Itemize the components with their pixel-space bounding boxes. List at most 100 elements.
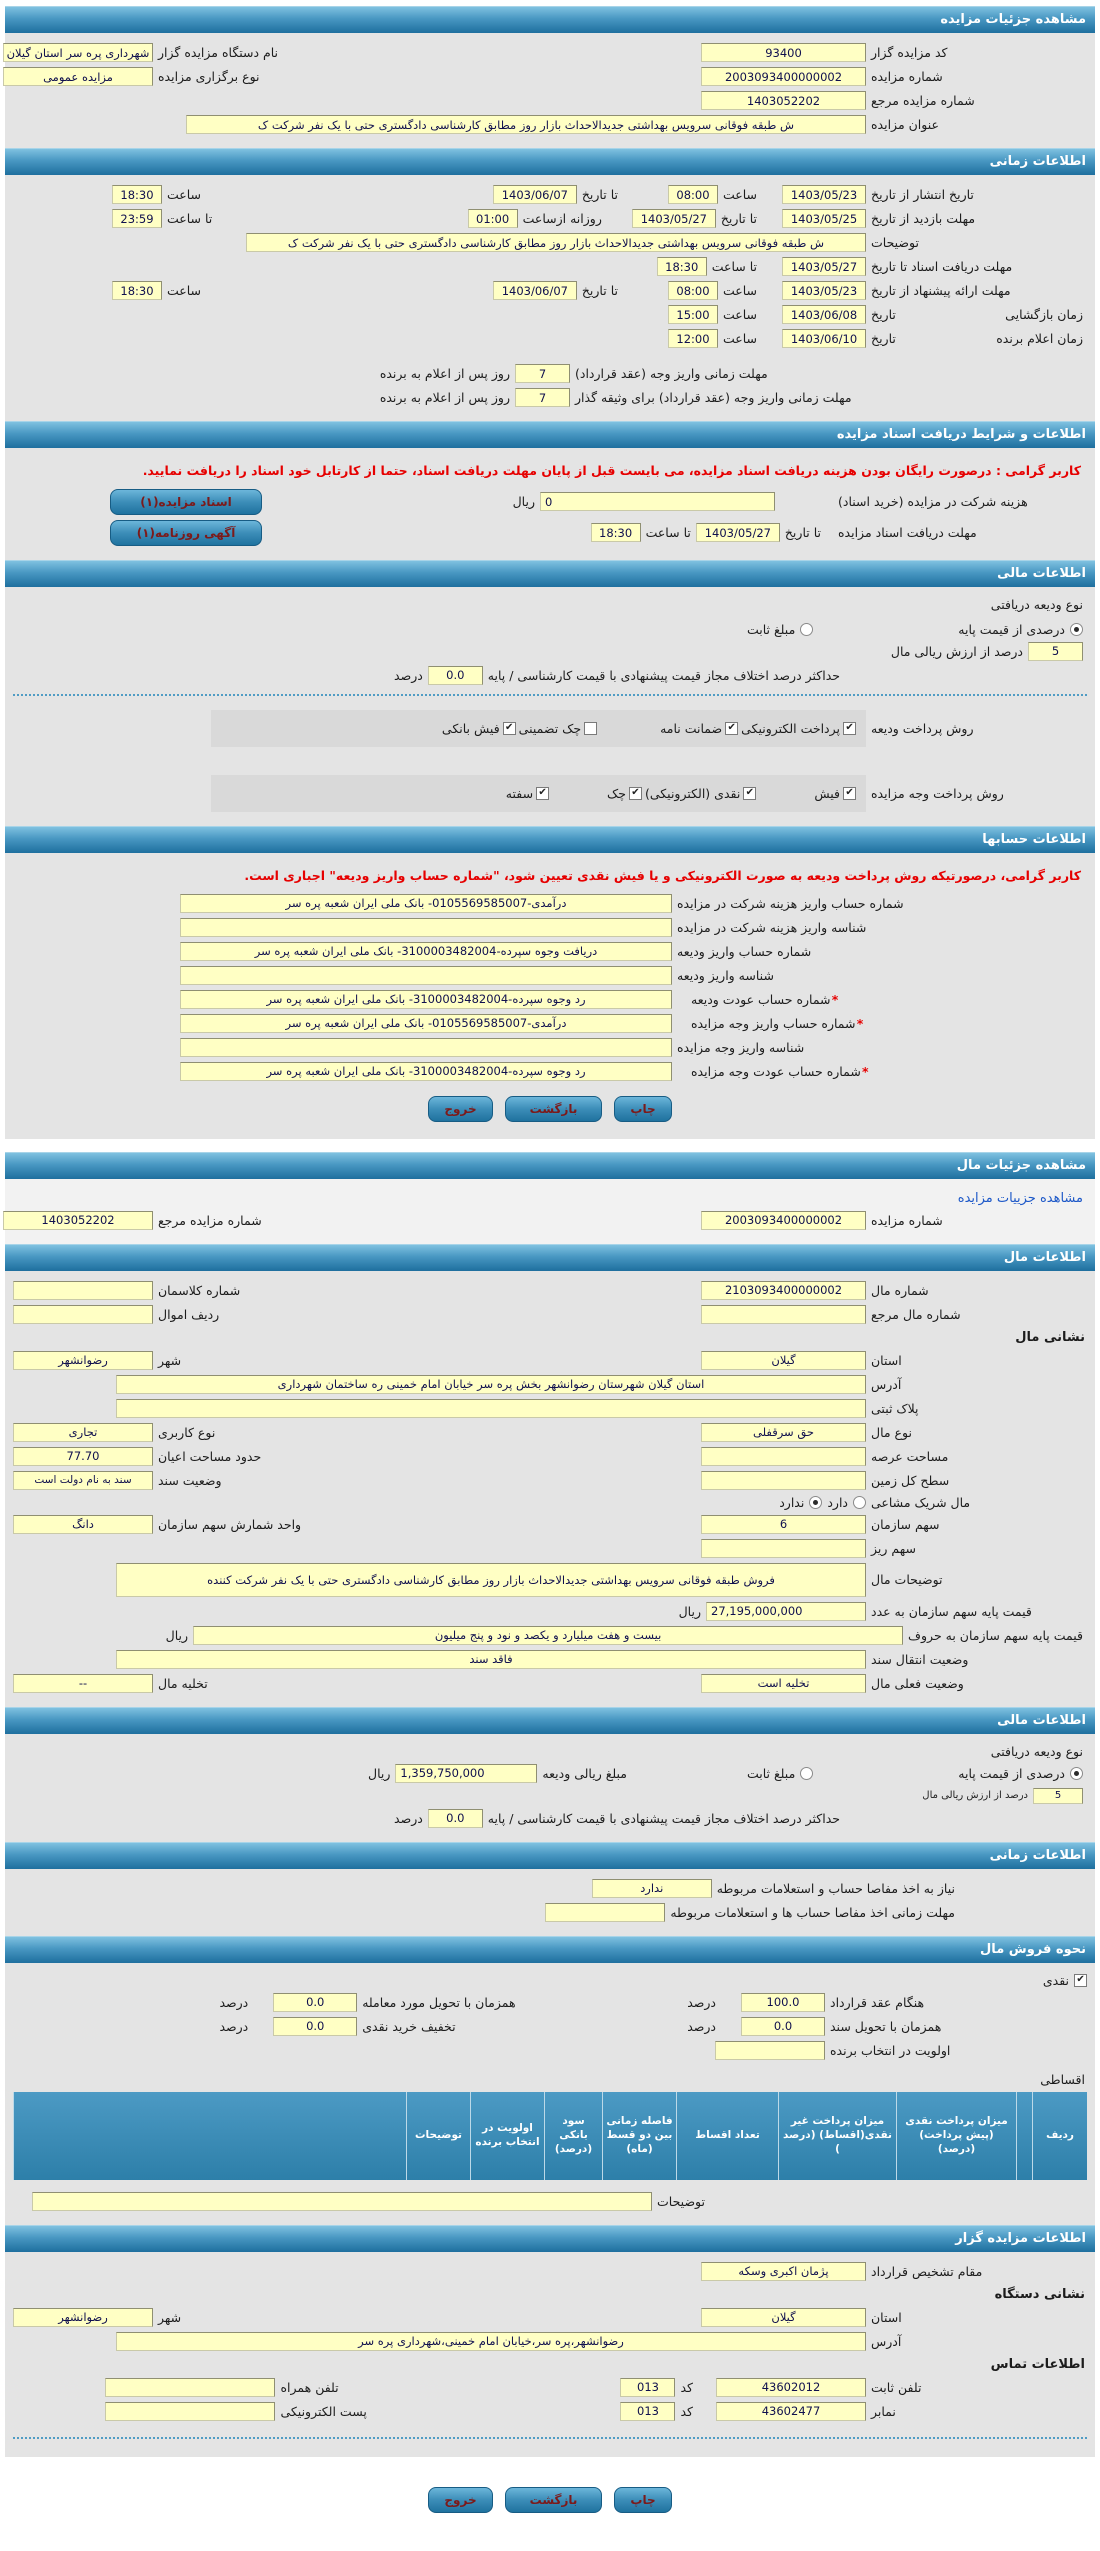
- auction-title-input[interactable]: ش طبقه فوقانی سرویس بهداشتی جدیدالاحداث …: [186, 115, 866, 134]
- account-input[interactable]: درآمدی-0105569585007- بانک ملی ایران شعب…: [180, 893, 672, 913]
- view-auction-details-link[interactable]: مشاهده جزییات مزایده: [957, 1190, 1083, 1206]
- checkbox-cash[interactable]: ✔: [1074, 1973, 1087, 1987]
- exit-button[interactable]: خروج: [428, 2486, 493, 2513]
- province-input[interactable]: گیلان: [701, 2307, 866, 2327]
- offer-from-time-input[interactable]: 08:00: [667, 281, 718, 300]
- deposit-deadline2-input[interactable]: 7: [515, 388, 570, 407]
- share-unit-input[interactable]: دانگ: [13, 1514, 153, 1534]
- address-input[interactable]: استان گیلان شهرستان رضوانشهر بخش پره سر …: [116, 1374, 866, 1394]
- classification-input[interactable]: [13, 1280, 153, 1300]
- offer-to-time-input[interactable]: 18:30: [112, 281, 162, 300]
- account-input[interactable]: رد وجوه سپرده-3100003482004- بانک ملی ای…: [180, 989, 672, 1009]
- exit-button[interactable]: خروج: [428, 1095, 493, 1122]
- auction-ref-input[interactable]: 1403052202: [701, 91, 866, 110]
- sale-desc-input[interactable]: [32, 2191, 653, 2211]
- auction-number-input[interactable]: 2003093400000002: [701, 1210, 866, 1230]
- base-price-words-input[interactable]: بیست و هفت میلیارد و یکصد و نود و پنج می…: [193, 1625, 904, 1645]
- landline-input[interactable]: 43602012: [716, 2377, 866, 2397]
- max-diff-input[interactable]: 0.0: [427, 665, 483, 685]
- newspaper-ad-button[interactable]: آگهی روزنامه(۱): [110, 519, 262, 546]
- opening-date-input[interactable]: 1403/06/08: [782, 305, 866, 324]
- landline-code-input[interactable]: 013: [620, 2377, 676, 2397]
- bidder-code-input[interactable]: 93400: [701, 43, 866, 62]
- transfer-status-input[interactable]: فاقد سند: [116, 1649, 866, 1669]
- visit-to-time-input[interactable]: 23:59: [112, 209, 162, 228]
- winner-priority-input[interactable]: [715, 2040, 825, 2060]
- doc-deadline-time-input[interactable]: 18:30: [656, 257, 707, 276]
- radio-has-shared-owner[interactable]: [853, 1495, 866, 1509]
- print-button[interactable]: چاپ: [614, 2486, 672, 2513]
- publish-to-date-input[interactable]: 1403/06/07: [492, 185, 577, 204]
- asset-number-input[interactable]: 2103093400000002: [701, 1280, 866, 1300]
- asset-desc-input[interactable]: فروش طبقه فوقانی سرویس بهداشتی جدیدالاحد…: [116, 1562, 866, 1597]
- back-button[interactable]: بازگشت: [504, 1095, 603, 1122]
- auction-type-input[interactable]: مزایده عمومی: [3, 67, 153, 86]
- account-input[interactable]: درآمدی-0105569585007- بانک ملی ایران شعب…: [180, 1013, 672, 1033]
- contract-authority-input[interactable]: پژمان اکبری وسکه: [701, 2261, 866, 2281]
- print-button[interactable]: چاپ: [614, 1095, 672, 1122]
- publish-from-date-input[interactable]: 1403/05/23: [782, 185, 866, 204]
- doc-receive-date-input[interactable]: 1403/05/27: [695, 523, 780, 543]
- visit-to-date-input[interactable]: 1403/05/27: [631, 209, 716, 228]
- base-price-number-input[interactable]: 27,195,000,000: [706, 1601, 866, 1621]
- clearance-needed-input[interactable]: ندارد: [591, 1878, 712, 1898]
- at-deed-delivery-input[interactable]: 0.0: [741, 2016, 825, 2036]
- offer-to-date-input[interactable]: 1403/06/07: [492, 281, 577, 300]
- checkbox-bank-slip[interactable]: ✔: [502, 721, 516, 735]
- radio-no-shared-owner[interactable]: [809, 1495, 823, 1509]
- cash-discount-input[interactable]: 0.0: [273, 2016, 358, 2036]
- visit-from-date-input[interactable]: 1403/05/25: [782, 209, 866, 228]
- checkbox-electronic-payment[interactable]: ✔: [843, 721, 856, 735]
- fax-input[interactable]: 43602477: [716, 2401, 866, 2421]
- timing-desc-input[interactable]: ش طبقه فوقانی سرویس بهداشتی جدیدالاحداث …: [246, 233, 866, 252]
- percent-value-input[interactable]: 5: [1028, 641, 1083, 661]
- city-input[interactable]: رضوانشهر: [13, 2307, 153, 2327]
- asset-ref-input[interactable]: [701, 1304, 866, 1324]
- org-share-input[interactable]: 6: [701, 1514, 866, 1534]
- checkbox-slip[interactable]: ✔: [843, 786, 856, 800]
- email-input[interactable]: [105, 2401, 276, 2421]
- city-input[interactable]: رضوانشهر: [13, 1350, 153, 1370]
- winner-date-input[interactable]: 1403/06/10: [782, 329, 866, 348]
- account-input[interactable]: [180, 917, 672, 937]
- deposit-deadline1-input[interactable]: 7: [515, 364, 570, 383]
- publish-from-time-input[interactable]: 08:00: [667, 185, 718, 204]
- clearance-deadline-input[interactable]: [545, 1902, 666, 1922]
- max-diff-input[interactable]: 0.0: [427, 1808, 483, 1828]
- registration-plate-input[interactable]: [116, 1398, 866, 1418]
- account-input[interactable]: دریافت وجوه سپرده-3100003482004- بانک مل…: [180, 941, 672, 961]
- auction-ref-input[interactable]: 1403052202: [3, 1210, 153, 1230]
- checkbox-cheque[interactable]: ✔: [628, 786, 642, 800]
- checkbox-cash-electronic[interactable]: ✔: [743, 786, 757, 800]
- usage-type-input[interactable]: تجاری: [13, 1422, 153, 1442]
- auction-documents-button[interactable]: اسناد مزایده(۱): [110, 488, 262, 515]
- checkbox-guarantee-letter[interactable]: ✔: [725, 721, 739, 735]
- radio-percent-of-base[interactable]: [1070, 1766, 1083, 1780]
- visit-daily-from-time-input[interactable]: 01:00: [467, 209, 518, 228]
- account-input[interactable]: [180, 1037, 672, 1057]
- building-area-input[interactable]: 77.70: [13, 1446, 153, 1466]
- opening-time-input[interactable]: 15:00: [667, 305, 718, 324]
- land-area-input[interactable]: [701, 1446, 866, 1466]
- auction-number-input[interactable]: 2003093400000002: [701, 67, 866, 86]
- back-button[interactable]: بازگشت: [504, 2486, 603, 2513]
- org-name-input[interactable]: شهرداری پره سر استان گیلان: [3, 43, 153, 62]
- winner-time-input[interactable]: 12:00: [667, 329, 718, 348]
- mobile-input[interactable]: [105, 2377, 276, 2397]
- radio-fixed-amount[interactable]: [800, 1766, 814, 1780]
- evacuation-input[interactable]: --: [13, 1673, 153, 1693]
- current-status-input[interactable]: تخلیه است: [701, 1673, 866, 1693]
- offer-from-date-input[interactable]: 1403/05/23: [782, 281, 866, 300]
- fax-code-input[interactable]: 013: [620, 2401, 676, 2421]
- sub-share-input[interactable]: [701, 1538, 866, 1558]
- deed-status-input[interactable]: سند به نام دولت است: [13, 1470, 153, 1490]
- checkbox-secured-cheque[interactable]: [584, 721, 598, 735]
- total-land-input[interactable]: [701, 1470, 866, 1490]
- province-input[interactable]: گیلان: [701, 1350, 866, 1370]
- radio-percent-of-base[interactable]: [1070, 622, 1083, 636]
- doc-receive-time-input[interactable]: 18:30: [590, 523, 641, 543]
- percent-value-input[interactable]: 5: [1033, 1787, 1083, 1804]
- radio-fixed-amount[interactable]: [800, 622, 814, 636]
- fee-input[interactable]: 0: [540, 492, 775, 512]
- publish-to-time-input[interactable]: 18:30: [112, 185, 162, 204]
